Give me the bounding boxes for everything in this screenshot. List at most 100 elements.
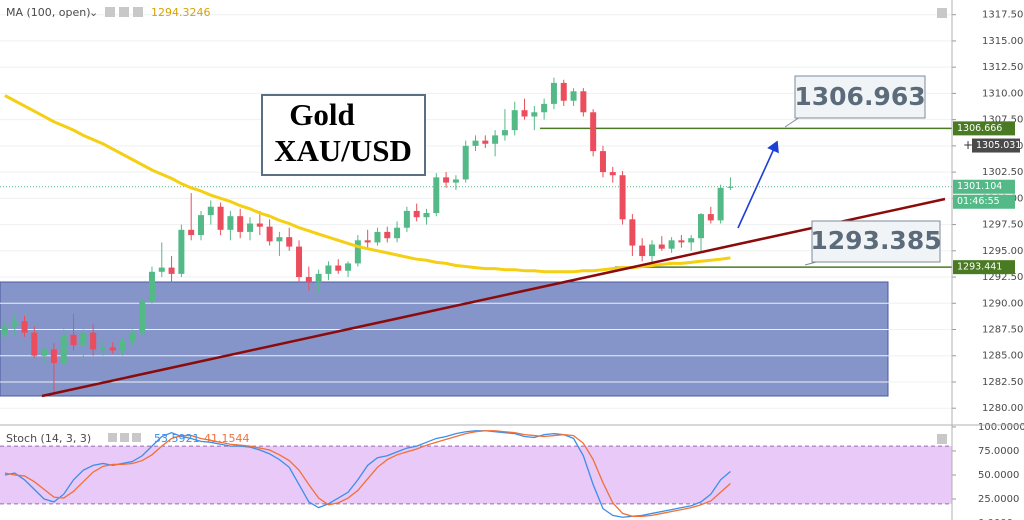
last-price-tag: 1301.104 [957,181,1002,192]
candle-body [727,186,734,188]
candle-body [462,145,469,180]
candle-body [99,347,106,350]
y-tick-label: 1312.500 [982,62,1024,73]
candle-body [658,244,665,249]
candle-body [717,187,724,221]
y-tick-label: 1315.000 [982,36,1024,47]
y-tick-label: 1285.000 [982,351,1024,362]
icon[interactable] [108,433,117,442]
y-tick-label: 1280.000 [982,403,1024,414]
candle-body [256,223,263,227]
candle-body [305,277,312,283]
icon[interactable] [937,434,947,444]
icon[interactable] [133,7,143,17]
candle-body [168,267,175,274]
candle-body [707,214,714,221]
candle-body [531,112,538,117]
title-line: Gold [289,97,354,132]
candle-body [648,244,655,257]
candle-body [70,334,77,346]
candle-body [178,229,185,274]
candle-body [354,240,361,264]
icon[interactable] [937,8,947,18]
y-tick-label: 1292.500 [982,272,1024,283]
y-tick-label: 1282.500 [982,377,1024,388]
countdown-bg [953,194,1015,209]
y-tick-label: 1302.500 [982,167,1024,178]
candle-body [403,210,410,228]
crosshair-tag: 1305.031 [976,140,1021,151]
y-tick-label: 1307.500 [982,115,1024,126]
stoch-line [4,430,731,518]
y-tick-label: 1317.500 [982,10,1024,21]
candle-body [325,265,332,274]
candle-body [452,179,459,183]
candle-body [139,301,146,333]
callout-pointer [784,116,801,128]
candle-body [580,91,587,113]
candle-body [197,215,204,236]
candle-body [501,130,508,136]
candle-body [345,263,352,271]
icon[interactable] [120,433,129,442]
candle-body [296,246,303,278]
callout-box [811,220,941,263]
y-tick-label: 1295.000 [982,246,1024,257]
candle-body [129,332,136,342]
candle-body [148,271,155,302]
trendline [41,197,946,398]
candle-body [492,135,499,144]
stoch-name: Stoch (14, 3, 3) [6,432,91,445]
y-tick-label: 75.0000 [978,446,1019,457]
ma-line [4,94,731,274]
candle-body [364,240,371,243]
candle-body [511,110,518,131]
candle-body [413,210,420,218]
band-fill [0,446,952,504]
candle-body [678,240,685,243]
candle-body [374,231,381,243]
price-panel: 1280.000 1282.500 1285.000 1287.500 1290.000… [0,10,1024,414]
candle-body [482,140,489,144]
y-tick-label: 1287.500 [982,325,1024,336]
y-tick-label: 1297.500 [982,220,1024,231]
candle-body [315,273,322,283]
y-tick-label: 50.0000 [978,470,1019,481]
stoch-panel: 0.0000 25.0000 50.0000 75.0000 100.0000 [0,422,1024,520]
icon[interactable] [105,7,115,17]
icon[interactable] [132,433,141,442]
candle-body [335,265,342,271]
candle-body [286,237,293,247]
arrow [737,140,779,229]
candle-body [21,321,28,333]
level-tag: 1293.441 [957,262,1002,273]
candle-body [11,321,18,327]
stoch-line [4,430,731,517]
candle-body [550,82,557,104]
candle-body [560,82,567,101]
candle-body [698,214,705,239]
candle-body [227,216,234,230]
callout-box [794,75,926,119]
candle-body [639,245,646,257]
candle-body [41,349,48,356]
candle-body [50,349,57,364]
y-tick-label: 100.0000 [978,422,1024,433]
candle-body [60,334,67,364]
callout-text: 1293.385 [810,226,941,255]
candle-body [384,231,391,239]
candle-body [80,332,87,346]
candle-body [619,175,626,220]
icon[interactable] [119,7,129,17]
candle-body [688,238,695,243]
candle-body [276,237,283,242]
crosshair-tag-bg [972,138,1020,153]
candle-body [394,227,401,239]
candle-body [247,223,254,232]
candle-body [668,240,675,249]
candle-body [188,229,195,236]
y-tick-label: 0.0000 [978,518,1013,520]
level-tag-bg [953,121,1015,136]
candle-body [433,177,440,214]
